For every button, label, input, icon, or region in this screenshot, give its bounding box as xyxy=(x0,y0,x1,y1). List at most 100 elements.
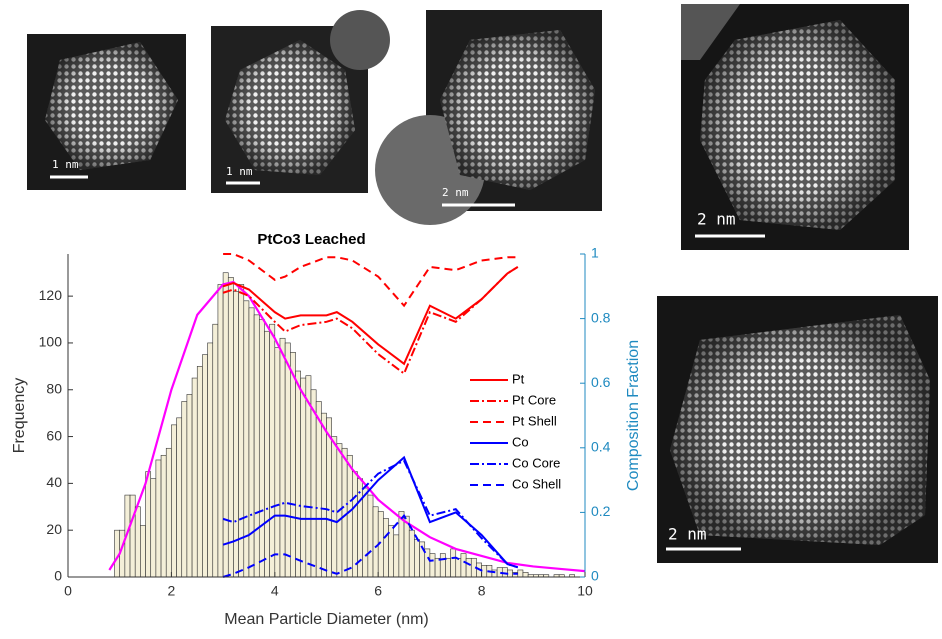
y-tick-label: 0 xyxy=(54,568,62,584)
bar xyxy=(460,553,467,578)
fit-curve xyxy=(108,280,586,573)
y-tick-label: 20 xyxy=(46,521,62,537)
bar xyxy=(310,389,317,578)
x-tick-label: 2 xyxy=(168,583,176,599)
bar xyxy=(300,377,307,578)
bar xyxy=(196,366,203,578)
bar xyxy=(145,471,152,578)
bar xyxy=(140,525,146,578)
stem-image: 2 nm xyxy=(681,4,909,250)
bar xyxy=(150,478,157,578)
composition-line xyxy=(222,513,518,578)
bar xyxy=(258,319,265,578)
bar xyxy=(212,323,219,578)
y2-tick-label: 0.8 xyxy=(591,309,611,325)
bar xyxy=(352,471,358,578)
bar xyxy=(429,553,436,578)
bar xyxy=(181,401,188,578)
bar xyxy=(445,557,451,578)
y2-tick-label: 0.4 xyxy=(591,439,611,455)
stem-image: 1 nm xyxy=(27,34,186,190)
bar xyxy=(315,401,322,578)
bar xyxy=(455,557,462,578)
scale-label: 2 nm xyxy=(668,525,707,544)
scale-label: 1 nm xyxy=(226,165,253,178)
bar xyxy=(321,412,327,578)
bar xyxy=(393,534,400,578)
bar xyxy=(207,342,214,578)
x-tick-label: 6 xyxy=(374,583,382,599)
scale-label: 1 nm xyxy=(52,158,79,171)
bar xyxy=(507,569,513,578)
bar xyxy=(439,553,446,578)
chart-title: PtCo3 Leached xyxy=(257,231,365,248)
bar xyxy=(346,454,353,578)
bar xyxy=(367,494,374,578)
bar xyxy=(383,518,389,578)
bar xyxy=(191,377,198,578)
bar xyxy=(341,447,348,578)
y-tick-label: 100 xyxy=(39,334,63,350)
bar xyxy=(171,424,177,578)
y2-axis-label: Composition Fraction xyxy=(625,340,642,491)
composition-line xyxy=(222,266,519,366)
bar xyxy=(414,539,420,578)
bar xyxy=(362,487,369,578)
y2-tick-label: 0.6 xyxy=(591,374,611,390)
stem-image: 1 nm xyxy=(211,10,390,193)
stem-image: 2 nm xyxy=(375,10,602,225)
x-tick-label: 10 xyxy=(577,583,593,599)
bar xyxy=(202,354,208,578)
y-tick-label: 40 xyxy=(46,474,62,490)
bar xyxy=(233,291,239,578)
bar xyxy=(134,506,141,578)
legend-label: Pt Core xyxy=(512,392,556,407)
x-tick-label: 4 xyxy=(271,583,279,599)
bar xyxy=(217,284,224,578)
bar xyxy=(295,370,301,578)
bar xyxy=(155,459,162,578)
bar xyxy=(424,548,431,578)
bar xyxy=(450,548,457,578)
bar xyxy=(372,506,379,578)
bar xyxy=(165,447,172,578)
legend-label: Pt Shell xyxy=(512,413,557,428)
y2-tick-label: 0.2 xyxy=(591,503,611,519)
bar xyxy=(465,557,472,578)
bar xyxy=(331,436,338,578)
bar xyxy=(129,494,136,578)
bar xyxy=(274,347,281,578)
bar xyxy=(290,352,296,578)
bar xyxy=(176,417,183,578)
bar xyxy=(284,342,291,578)
bar xyxy=(517,569,524,578)
bar xyxy=(222,272,229,578)
legend-label: Co xyxy=(512,434,529,449)
y-axis-label: Frequency xyxy=(11,378,28,454)
y-tick-label: 60 xyxy=(46,427,62,443)
bar xyxy=(238,284,245,578)
bar xyxy=(269,323,276,578)
bar xyxy=(434,557,441,578)
legend-label: Pt xyxy=(512,371,525,386)
x-tick-label: 8 xyxy=(478,583,486,599)
composition-line xyxy=(222,266,519,376)
bar xyxy=(481,564,488,578)
composition-line xyxy=(222,459,519,569)
y2-tick-label: 0 xyxy=(591,568,599,584)
y-tick-label: 120 xyxy=(39,287,63,303)
y2-tick-label: 1 xyxy=(591,245,599,261)
scale-label: 2 nm xyxy=(442,186,469,199)
bar xyxy=(522,572,529,578)
chart: 0 2 4 6 8 1002040608010012000.20.40.60.81PtCo… xyxy=(11,231,642,628)
x-axis-label: Mean Particle Diameter (nm) xyxy=(224,611,429,628)
bar xyxy=(227,277,234,578)
bar xyxy=(186,394,193,578)
x-tick-label: 0 xyxy=(64,583,72,599)
bar xyxy=(264,330,270,578)
legend-label: Co Core xyxy=(512,455,560,470)
bar xyxy=(408,529,415,578)
bar xyxy=(326,417,332,578)
